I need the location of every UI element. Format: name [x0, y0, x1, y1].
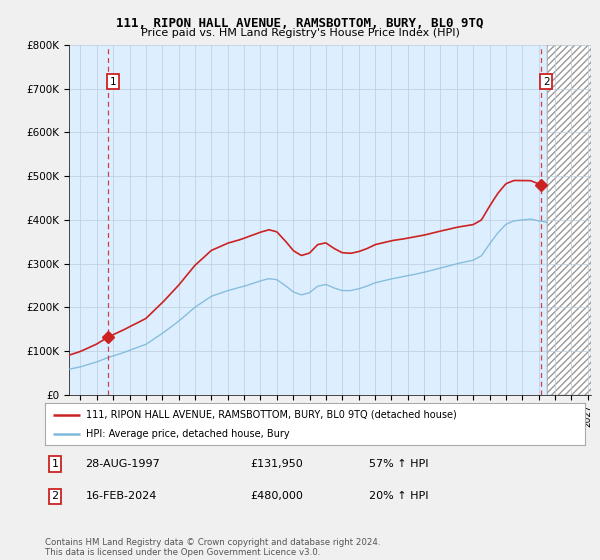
- Text: £131,950: £131,950: [250, 459, 303, 469]
- Text: 2: 2: [52, 491, 59, 501]
- Text: 111, RIPON HALL AVENUE, RAMSBOTTOM, BURY, BL0 9TQ: 111, RIPON HALL AVENUE, RAMSBOTTOM, BURY…: [116, 17, 484, 30]
- Text: 1: 1: [110, 77, 116, 87]
- Text: 20% ↑ HPI: 20% ↑ HPI: [369, 491, 428, 501]
- Text: 2: 2: [543, 77, 550, 87]
- Text: 111, RIPON HALL AVENUE, RAMSBOTTOM, BURY, BL0 9TQ (detached house): 111, RIPON HALL AVENUE, RAMSBOTTOM, BURY…: [86, 409, 456, 419]
- Text: 1: 1: [52, 459, 58, 469]
- Text: 16-FEB-2024: 16-FEB-2024: [86, 491, 157, 501]
- Text: HPI: Average price, detached house, Bury: HPI: Average price, detached house, Bury: [86, 429, 289, 439]
- Text: 28-AUG-1997: 28-AUG-1997: [86, 459, 160, 469]
- Text: £480,000: £480,000: [250, 491, 303, 501]
- Text: 57% ↑ HPI: 57% ↑ HPI: [369, 459, 428, 469]
- Text: Price paid vs. HM Land Registry's House Price Index (HPI): Price paid vs. HM Land Registry's House …: [140, 28, 460, 38]
- Text: Contains HM Land Registry data © Crown copyright and database right 2024.
This d: Contains HM Land Registry data © Crown c…: [45, 538, 380, 557]
